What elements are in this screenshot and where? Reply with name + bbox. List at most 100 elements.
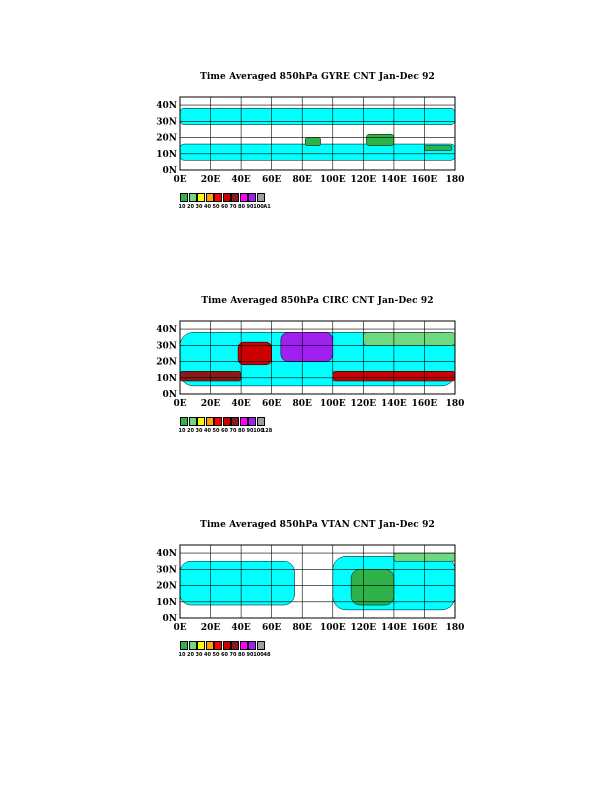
legend-tick-label: 40 bbox=[204, 428, 211, 434]
x-tick-label: 100E bbox=[320, 175, 346, 185]
x-tick-label: 160E bbox=[412, 175, 438, 185]
legend-tick-label: 10 bbox=[178, 652, 186, 658]
legend-tick-label: 30 bbox=[195, 428, 203, 434]
y-tick-label: 30N bbox=[156, 341, 177, 351]
legend-tick-label: 20 bbox=[187, 204, 194, 210]
legend-tick-label: 100 bbox=[253, 204, 264, 210]
x-tick-label: 20E bbox=[201, 623, 221, 633]
legend-color-box bbox=[231, 417, 239, 426]
y-tick-label: 30N bbox=[156, 117, 177, 127]
legend-color-box bbox=[188, 417, 197, 426]
y-tick-label: 0N bbox=[163, 614, 178, 624]
vtan-map: 0E 20E 40E 60E 80E 100E 120E 140E 160E 180 0N 10N 20… bbox=[156, 544, 464, 633]
legend-tick-label: 80 bbox=[238, 652, 245, 658]
legend-tick-label: 90 bbox=[246, 652, 254, 658]
legend-color-box bbox=[180, 417, 188, 426]
legend-color-box bbox=[214, 641, 222, 650]
y-tick-label: 40N bbox=[156, 101, 177, 111]
shaded-region-0 bbox=[179, 560, 295, 606]
legend-tick-label: 20 bbox=[187, 428, 194, 434]
legend-tick-label: A1 bbox=[263, 204, 271, 210]
legend-tick-label: 90 bbox=[246, 204, 254, 210]
shaded-region-0 bbox=[179, 143, 456, 161]
x-tick-label: 160E bbox=[412, 399, 438, 409]
legend-color-box bbox=[239, 417, 248, 426]
legend-color-box bbox=[180, 193, 188, 202]
legend-color-box bbox=[214, 417, 222, 426]
y-tick-label: 20N bbox=[156, 358, 177, 368]
legend-color-box bbox=[222, 193, 231, 202]
legend-tick-label: 50 bbox=[212, 652, 220, 658]
legend-tick-label: 60 bbox=[221, 428, 228, 434]
legend-color-box bbox=[248, 641, 256, 650]
plot-frame bbox=[179, 96, 456, 171]
legend-color-box bbox=[222, 641, 231, 650]
x-tick-label: 160E bbox=[412, 623, 438, 633]
plot-frame bbox=[179, 544, 456, 619]
legend-tick-label: 70 bbox=[229, 652, 237, 658]
x-tick-label: 60E bbox=[262, 175, 282, 185]
shaded-region-3 bbox=[305, 137, 321, 146]
legend-tick-label: 10 bbox=[178, 204, 186, 210]
legend-color-box bbox=[231, 641, 239, 650]
legend-color-box bbox=[239, 641, 248, 650]
legend-color-box bbox=[256, 193, 265, 202]
x-tick-label: 40E bbox=[231, 399, 251, 409]
legend-color-box bbox=[205, 193, 214, 202]
x-tick-label: 80E bbox=[293, 399, 313, 409]
circ-map: 0E 20E 40E 60E 80E 100E 120E 140E 160E 180 0N 10N 20… bbox=[156, 320, 465, 409]
legend-tick-label: 20 bbox=[187, 652, 194, 658]
legend-color-box bbox=[248, 417, 256, 426]
y-tick-label: 20N bbox=[156, 582, 177, 592]
y-tick-label: 0N bbox=[163, 390, 178, 400]
x-tick-label: 20E bbox=[201, 399, 221, 409]
legend-color-box bbox=[197, 641, 205, 650]
legend-tick-label: 60 bbox=[221, 652, 228, 658]
legend-tick-label: 30 bbox=[195, 652, 203, 658]
legend-color-box bbox=[256, 417, 265, 426]
legend-tick-label: 80 bbox=[238, 428, 245, 434]
x-tick-label: 0E bbox=[173, 175, 186, 185]
legend-tick-label: 128 bbox=[261, 428, 273, 434]
legend-color-box bbox=[188, 193, 197, 202]
legend-color-box bbox=[248, 193, 256, 202]
x-tick-label: 100E bbox=[320, 399, 346, 409]
x-tick-label: 0E bbox=[173, 399, 186, 409]
legend-color-box bbox=[222, 417, 231, 426]
legend-tick-label: 48 bbox=[263, 652, 271, 658]
y-tick-label: 10N bbox=[156, 150, 177, 160]
legend-tick-label: 30 bbox=[195, 204, 203, 210]
x-tick-label: 20E bbox=[201, 175, 221, 185]
legend-color-box bbox=[256, 641, 265, 650]
legend-tick-label: 10 bbox=[178, 428, 186, 434]
y-tick-label: 40N bbox=[156, 549, 177, 559]
legend-color-box bbox=[197, 417, 205, 426]
x-tick-label: 40E bbox=[231, 175, 251, 185]
x-tick-label: 80E bbox=[293, 175, 313, 185]
legend-color-box bbox=[188, 641, 197, 650]
x-tick-label: 180 bbox=[446, 399, 465, 409]
circ-panel: Time Averaged 850hPa CIRC CNT Jan-Dec 92… bbox=[0, 296, 612, 456]
vtan-chart-title: Time Averaged 850hPa VTAN CNT Jan-Dec 92 bbox=[200, 520, 435, 530]
x-tick-label: 140E bbox=[381, 399, 407, 409]
x-tick-label: 80E bbox=[293, 623, 313, 633]
x-tick-label: 120E bbox=[351, 175, 377, 185]
legend-tick-label: 70 bbox=[229, 428, 237, 434]
x-tick-label: 180 bbox=[446, 175, 465, 185]
shaded-region-2 bbox=[366, 134, 395, 146]
x-tick-label: 140E bbox=[381, 623, 407, 633]
x-tick-label: 120E bbox=[351, 623, 377, 633]
legend-color-box bbox=[214, 193, 222, 202]
gyre-chart-title: Time Averaged 850hPa GYRE CNT Jan-Dec 92 bbox=[200, 72, 435, 82]
legend-tick-label: 60 bbox=[221, 204, 228, 210]
legend-tick-label: 40 bbox=[204, 652, 211, 658]
circ-chart-title: Time Averaged 850hPa CIRC CNT Jan-Dec 92 bbox=[201, 296, 434, 306]
y-tick-label: 40N bbox=[156, 325, 177, 335]
legend-color-box bbox=[197, 193, 205, 202]
gyre-map: 0E 20E 40E 60E 80E 100E 120E 140E 160E 180 0N 10N 20… bbox=[156, 96, 465, 185]
vtan-panel: Time Averaged 850hPa VTAN CNT Jan-Dec 92… bbox=[0, 520, 612, 680]
legend-tick-label: 70 bbox=[229, 204, 237, 210]
shaded-region-4 bbox=[424, 145, 453, 151]
shaded-region-1 bbox=[280, 332, 334, 362]
legend-tick-label: 50 bbox=[212, 204, 220, 210]
